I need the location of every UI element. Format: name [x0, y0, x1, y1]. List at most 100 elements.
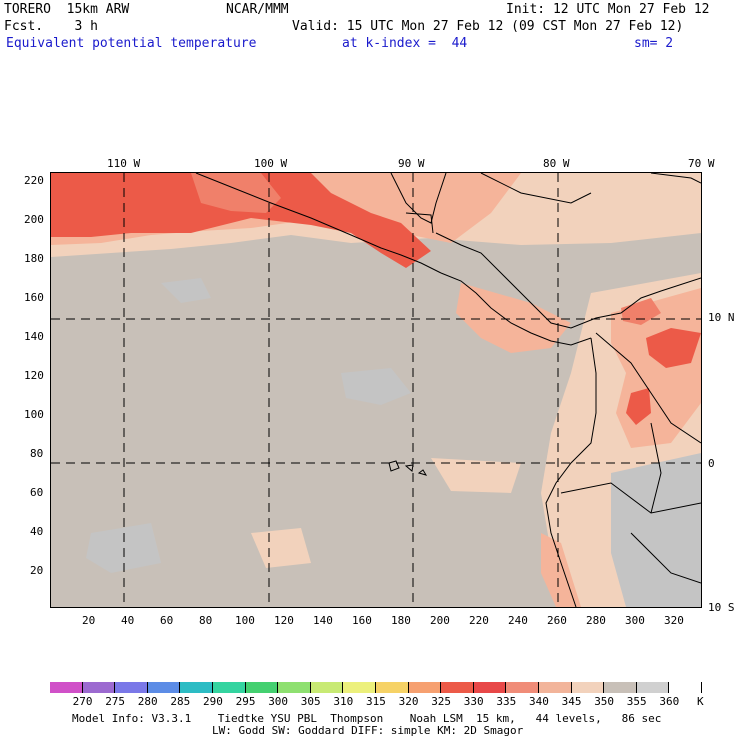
colorbar-swatch [376, 682, 409, 693]
x-tick: 20 [82, 614, 96, 627]
border-mexico-guatemala [405, 212, 434, 234]
lon-label-100w: 100 W [254, 157, 288, 170]
colorbar-swatch [408, 682, 442, 693]
colorbar-label: 280 [137, 695, 158, 708]
lat-label-10s: 10 S [708, 601, 735, 614]
forecast-hour: Fcst. 3 h [4, 19, 98, 34]
colorbar-label: 270 [72, 695, 93, 708]
colorbar-label: 315 [366, 695, 386, 708]
x-tick: 60 [160, 614, 174, 627]
y-tick: 20 [30, 564, 44, 577]
colorbar-swatch [115, 682, 148, 693]
y-tick: 140 [24, 330, 44, 343]
lat-label-10n: 10 N [708, 311, 735, 324]
colorbar-swatch [669, 682, 702, 693]
hot-patch-venezuela [646, 328, 701, 368]
level-label: at k-index = 44 [342, 36, 468, 51]
x-tick: 240 [508, 614, 528, 627]
colorbar-swatch [604, 682, 637, 693]
colorbar-label: 295 [235, 695, 256, 708]
colorbar-label: 290 [203, 695, 223, 708]
warm-patch-equator [431, 458, 521, 493]
border-colombia [595, 332, 701, 444]
cool-patch-center [341, 368, 411, 405]
coast-south-america [545, 337, 597, 607]
hot-patch-mexico [191, 173, 281, 213]
colorbar-label: 305 [300, 695, 321, 708]
colorbar-swatch [213, 682, 246, 693]
colorbar-label: 310 [333, 695, 354, 708]
colorbar-label: 340 [529, 695, 549, 708]
model-title: TORERO 15km ARW [4, 2, 130, 17]
border-peru [560, 482, 701, 514]
colorbar-unit: K [697, 695, 704, 708]
y-tick: 120 [24, 369, 44, 382]
colorbar-swatch [441, 682, 474, 693]
colorbar-swatch [245, 682, 279, 693]
coast-caribbean [435, 232, 701, 329]
y-tick: 60 [30, 486, 44, 499]
colorbar-swatch [180, 682, 213, 693]
coast-central-america [440, 272, 592, 346]
colorbar-label: 320 [398, 695, 419, 708]
map-canvas [51, 173, 701, 607]
lat-label-0: 0 [708, 457, 715, 470]
y-tick: 220 [24, 174, 44, 187]
x-tick: 100 [235, 614, 255, 627]
x-tick: 200 [430, 614, 450, 627]
model-physics: LW: Godd SW: Goddard DIFF: simple KM: 2D… [212, 724, 524, 737]
organization: NCAR/MMM [226, 2, 289, 17]
smoothing-label: sm= 2 [634, 36, 674, 51]
colorbar-swatch [50, 682, 83, 693]
colorbar-swatch [278, 682, 311, 693]
colorbar-swatch [82, 682, 116, 693]
colorbar-swatch [571, 682, 605, 693]
colorbar-label: 335 [496, 695, 517, 708]
island-hispaniola [650, 173, 701, 184]
x-tick: 80 [199, 614, 213, 627]
x-tick: 260 [547, 614, 567, 627]
lon-label-80w: 80 W [543, 157, 570, 170]
field-name: Equivalent potential temperature [6, 36, 257, 51]
x-tick: 140 [313, 614, 333, 627]
coast-gulf [390, 173, 447, 224]
cool-patch-southeast [611, 453, 701, 607]
colorbar-swatch [343, 682, 376, 693]
colorbar-label: 275 [105, 695, 126, 708]
colorbar [50, 682, 702, 693]
model-info: Model Info: V3.3.1 Tiedtke YSU PBL Thomp… [72, 712, 662, 725]
hot-band-northwest [51, 173, 431, 268]
colorbar-label: 350 [594, 695, 615, 708]
colorbar-swatch [147, 682, 181, 693]
border-brazil [650, 422, 662, 514]
colorbar-swatch [539, 682, 572, 693]
x-tick: 120 [274, 614, 294, 627]
colorbar-label: 355 [626, 695, 647, 708]
x-tick: 300 [625, 614, 645, 627]
warm-patch-south [251, 528, 311, 568]
x-tick: 220 [469, 614, 489, 627]
coastlines [195, 173, 701, 607]
colorbar-swatch [506, 682, 539, 693]
colorbar-label: 325 [431, 695, 452, 708]
border-bolivia [630, 532, 701, 584]
y-tick: 200 [24, 213, 44, 226]
init-time: Init: 12 UTC Mon 27 Feb 12 [506, 2, 710, 17]
coast-mexico [195, 173, 442, 274]
colorbar-swatch [636, 682, 670, 693]
island-galapagos [388, 460, 428, 476]
valid-time: Valid: 15 UTC Mon 27 Feb 12 (09 CST Mon … [292, 19, 684, 34]
x-tick: 280 [586, 614, 606, 627]
hot-patch-panama-coast [621, 298, 661, 325]
colorbar-label: 330 [463, 695, 484, 708]
y-tick: 80 [30, 447, 44, 460]
colorbar-swatch [310, 682, 344, 693]
y-tick: 160 [24, 291, 44, 304]
lon-label-70w: 70 W [688, 157, 715, 170]
colorbar-label: 300 [268, 695, 289, 708]
grid-lines [51, 173, 701, 607]
colorbar-label: 360 [659, 695, 680, 708]
y-tick: 100 [24, 408, 44, 421]
colorbar-swatch [473, 682, 507, 693]
cuba-coast [480, 173, 592, 204]
